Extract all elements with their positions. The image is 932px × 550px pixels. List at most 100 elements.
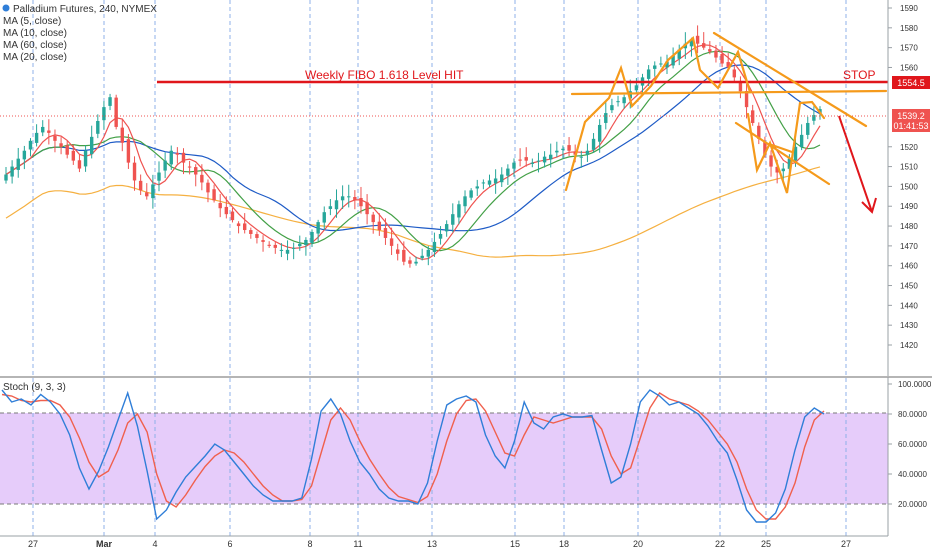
candle-body xyxy=(371,214,375,223)
candle-body xyxy=(169,150,173,165)
candle-body xyxy=(316,222,320,234)
candle-body xyxy=(224,206,229,215)
price-pane[interactable]: Weekly FIBO 1.618 Level HIT STOP Palladi… xyxy=(0,0,888,376)
candle-body xyxy=(677,49,681,59)
candle-body xyxy=(236,223,241,227)
candle-body xyxy=(463,196,467,207)
price-tick-labels: 1420 1430 1440 1450 1460 1470 1480 1490 1500 1510… xyxy=(888,4,918,350)
stoch-d-line xyxy=(1,392,825,520)
time-tick-label: 27 xyxy=(28,539,38,549)
candle-body xyxy=(591,138,596,150)
candle-body xyxy=(347,196,351,198)
price-tick-label: 1450 xyxy=(900,282,918,291)
candle-body xyxy=(218,203,222,209)
candle-body xyxy=(126,139,131,163)
time-tick-label: 22 xyxy=(715,539,725,549)
time-tick-label: 20 xyxy=(633,539,643,549)
candle-body xyxy=(22,150,27,160)
candle-body xyxy=(157,172,161,181)
candle-body xyxy=(524,157,528,161)
time-tick-label: Mar xyxy=(96,539,113,549)
candle-body xyxy=(408,260,412,264)
candle-body xyxy=(806,122,810,135)
candle-body xyxy=(267,244,271,246)
price-tick-label: 1440 xyxy=(900,301,918,310)
ma-20-line xyxy=(5,64,821,232)
candle-body xyxy=(671,55,675,66)
candle-body xyxy=(536,160,541,162)
price-tick-label: 1460 xyxy=(900,262,918,271)
candle-body xyxy=(481,182,486,184)
ma-60-line xyxy=(5,166,821,258)
price-badge-timer: 01:41:53 xyxy=(893,121,928,131)
stoch-tick-label: 20.0000 xyxy=(898,500,927,509)
candle-body xyxy=(769,155,773,167)
candle-body xyxy=(59,143,63,147)
candle-body xyxy=(28,140,33,150)
candle-body xyxy=(444,224,449,232)
candle-body xyxy=(41,126,45,133)
candle-body xyxy=(512,162,516,169)
candle-body xyxy=(255,234,259,238)
candle-body xyxy=(53,135,57,141)
price-badge-text: 1539.2 xyxy=(897,111,925,121)
candle-body xyxy=(744,91,749,108)
level-badge xyxy=(892,76,930,89)
time-tick-label: 4 xyxy=(152,539,157,549)
candle-body xyxy=(365,202,369,215)
candle-body xyxy=(328,206,333,209)
ma-10-line xyxy=(5,50,821,252)
candle-body xyxy=(83,150,88,167)
moving-average-lines xyxy=(5,44,821,261)
candle-body xyxy=(720,53,724,64)
price-axis-bg xyxy=(888,0,932,376)
candle-body xyxy=(781,168,785,172)
legend-ma-20: MA (20, close) xyxy=(3,52,67,63)
time-tick-label: 27 xyxy=(841,539,851,549)
candle-body xyxy=(585,150,590,155)
candle-body xyxy=(530,162,535,164)
candle-body xyxy=(665,61,669,68)
candle-body xyxy=(206,182,210,193)
candle-body xyxy=(763,141,767,155)
candle-body xyxy=(604,113,608,123)
candle-body xyxy=(291,247,296,249)
price-tick-label: 1480 xyxy=(900,222,918,231)
candle-body xyxy=(414,261,418,264)
price-tick-label: 1420 xyxy=(900,341,918,350)
candle-body xyxy=(261,240,265,242)
candle-body xyxy=(377,221,382,231)
candle-body xyxy=(653,65,657,69)
candle-body xyxy=(4,174,8,181)
time-tick-label: 6 xyxy=(227,539,232,549)
candle-body xyxy=(65,145,69,155)
legend-title: Palladium Futures, 240, NYMEX xyxy=(13,4,157,15)
candle-body xyxy=(420,255,424,259)
candle-body xyxy=(628,91,632,99)
candle-body xyxy=(383,228,388,238)
candle-body xyxy=(622,97,626,104)
candle-body xyxy=(395,249,400,254)
candle-body xyxy=(750,110,755,123)
stoch-pane[interactable]: Stoch (9, 3, 3) 20.0000 40.0000 60.0000 80.… xyxy=(0,377,932,536)
candle-body xyxy=(353,196,357,201)
symbol-dot xyxy=(2,4,10,12)
time-tick-label: 18 xyxy=(559,539,569,549)
time-tick-label: 11 xyxy=(353,539,362,549)
price-tick-label: 1520 xyxy=(900,143,918,152)
candle-body xyxy=(597,124,602,142)
price-tick-label: 1430 xyxy=(900,321,918,330)
candle-body xyxy=(77,160,82,169)
candle-body xyxy=(200,174,204,183)
time-axis[interactable]: 27 Mar 4 6 8 11 13 15 18 20 22 25 27 xyxy=(0,535,888,549)
price-axis[interactable]: 1420 1430 1440 1450 1460 1470 1480 1490 1500 1510… xyxy=(887,0,932,376)
legend-ma-5: MA (5, close) xyxy=(3,16,61,27)
fibo-annotation: Weekly FIBO 1.618 Level HIT xyxy=(305,68,464,82)
neckline xyxy=(570,89,888,96)
candle-body xyxy=(549,154,553,160)
candle-body xyxy=(702,43,706,48)
candle-body xyxy=(689,39,694,47)
stoch-k-line xyxy=(1,389,825,523)
stoch-tick-label: 80.0000 xyxy=(898,410,927,419)
